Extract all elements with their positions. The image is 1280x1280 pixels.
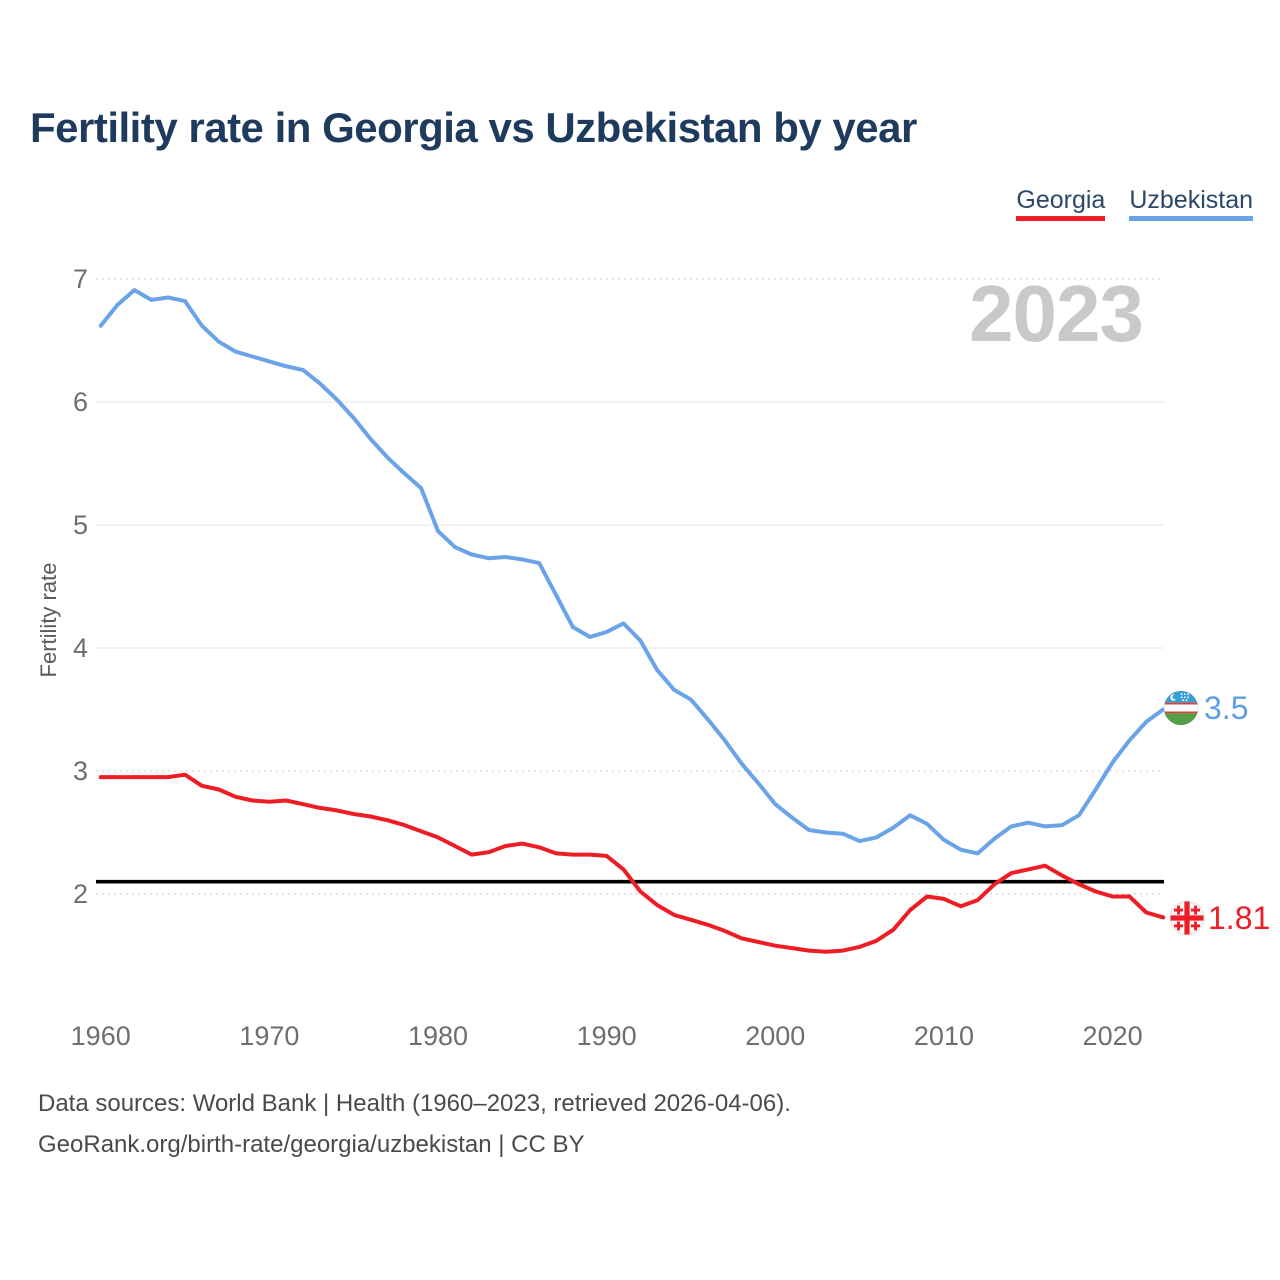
- georgia-end-value: 1.81: [1208, 900, 1270, 936]
- x-tick-label-1970: 1970: [239, 1021, 299, 1051]
- series-line-uzbekistan: [98, 288, 1166, 856]
- georgia-flag-icon: [1169, 900, 1205, 936]
- year-watermark: 2023: [969, 269, 1144, 358]
- legend-item-uzbekistan[interactable]: Uzbekistan: [1129, 188, 1253, 221]
- footer-sources: Data sources: World Bank | Health (1960–…: [38, 1090, 791, 1117]
- y-tick-label-3: 3: [73, 756, 88, 786]
- x-tick-label-1980: 1980: [408, 1021, 468, 1051]
- uzbekistan-end-value: 3.5: [1204, 690, 1248, 726]
- x-tick-label-2010: 2010: [914, 1021, 974, 1051]
- legend-item-georgia[interactable]: Georgia: [1016, 188, 1106, 221]
- x-tick-label-2020: 2020: [1083, 1021, 1143, 1051]
- y-tick-label-5: 5: [73, 510, 88, 540]
- uzbekistan-flag-icon: [1163, 690, 1199, 726]
- series-layer: [96, 288, 1166, 954]
- series-line-georgia: [98, 772, 1166, 954]
- y-tick-label-2: 2: [73, 879, 88, 909]
- page-title: Fertility rate in Georgia vs Uzbekistan …: [30, 104, 917, 151]
- x-tick-label-2000: 2000: [745, 1021, 805, 1051]
- x-tick-label-1960: 1960: [71, 1021, 131, 1051]
- grid-layer: 2 3 4 5 6 7 1960 1970 1980 1990 2000 2010 2020: [71, 264, 1164, 1051]
- y-tick-label-7: 7: [73, 264, 88, 294]
- y-tick-label-4: 4: [73, 633, 88, 663]
- legend: Georgia Uzbekistan: [1016, 188, 1253, 221]
- y-tick-label-6: 6: [73, 387, 88, 417]
- footer-attribution: GeoRank.org/birth-rate/georgia/uzbekista…: [38, 1131, 585, 1158]
- footer: Data sources: World Bank | Health (1960–…: [38, 1083, 791, 1165]
- x-tick-label-1990: 1990: [577, 1021, 637, 1051]
